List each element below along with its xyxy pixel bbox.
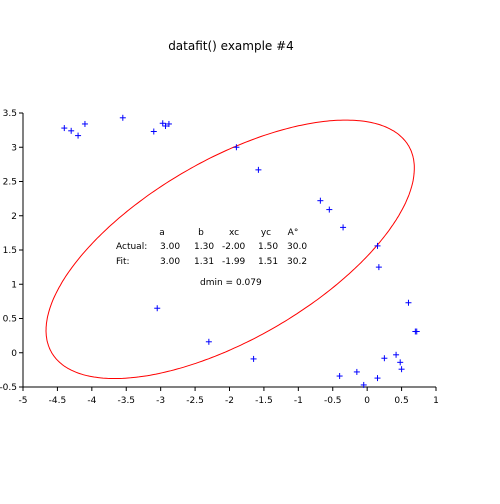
y-tick-label: -0.5 <box>0 383 17 393</box>
x-tick-label: -0.5 <box>324 396 342 406</box>
chart-title: datafit() example #4 <box>168 39 294 53</box>
row-actual-a: 3.00 <box>160 242 180 252</box>
row-actual-b: 1.30 <box>194 242 214 252</box>
row-actual-angle: 30.0 <box>287 242 307 252</box>
header-xc: xc <box>229 228 239 238</box>
fit-ellipse-curve <box>45 119 415 379</box>
data-point <box>340 224 347 231</box>
row-fit-xc: -1.99 <box>222 257 246 267</box>
x-tick-label: -2.5 <box>186 396 204 406</box>
y-tick-label: 1 <box>11 280 17 290</box>
x-tick-label: 1 <box>433 396 439 406</box>
data-point <box>81 120 88 127</box>
x-tick-label: -3 <box>156 396 165 406</box>
data-point <box>162 123 169 130</box>
x-tick-label: -2 <box>225 396 234 406</box>
data-point <box>150 128 157 135</box>
data-point <box>61 125 68 132</box>
y-tick-label: 3 <box>11 143 17 153</box>
data-point <box>154 305 161 312</box>
data-point <box>75 132 82 139</box>
dmin-note: dmin = 0.079 <box>200 278 262 288</box>
x-tick-label: -1 <box>294 396 303 406</box>
x-tick-label: -4 <box>87 396 96 406</box>
data-point <box>381 355 388 362</box>
data-points-layer <box>61 114 420 388</box>
row-fit-b: 1.31 <box>194 257 214 267</box>
x-tick-label: -5 <box>19 396 28 406</box>
data-point <box>353 368 360 375</box>
data-point <box>165 120 172 127</box>
fit-curve-layer <box>45 119 415 379</box>
row-actual-yc: 1.50 <box>258 242 278 252</box>
y-tick-label: 3.5 <box>3 109 17 119</box>
data-point <box>233 144 240 151</box>
y-tick-label: 0 <box>11 349 17 359</box>
x-tick-label: -1.5 <box>255 396 273 406</box>
data-point <box>360 381 367 388</box>
data-point <box>205 338 212 345</box>
data-point <box>255 166 262 173</box>
header-angle: A° <box>288 228 299 238</box>
data-point <box>159 120 166 127</box>
row-actual-xc: -2.00 <box>222 242 246 252</box>
row-fit-yc: 1.51 <box>258 257 278 267</box>
header-a: a <box>159 228 165 238</box>
x-tick-label: -4.5 <box>49 396 67 406</box>
data-point <box>374 242 381 249</box>
row-actual-label: Actual: <box>116 242 147 252</box>
header-yc: yc <box>261 228 271 238</box>
x-tick-label: 0 <box>364 396 370 406</box>
data-point <box>398 366 405 373</box>
y-tick-label: 2.5 <box>3 178 17 188</box>
data-point <box>326 206 333 213</box>
data-point <box>336 373 343 380</box>
row-fit-a: 3.00 <box>160 257 180 267</box>
axes: -5 -4.5 -4 -3.5 -3 -2.5 -2 -1.5 -1 -0.5 0 0.5 1 -0.5 0… <box>0 109 439 406</box>
data-point <box>317 197 324 204</box>
data-point <box>393 351 400 358</box>
y-tick-label: 0.5 <box>3 315 17 325</box>
data-point <box>250 355 257 362</box>
x-tick-label: 0.5 <box>394 396 408 406</box>
data-point <box>397 359 404 366</box>
annotation-table: a b xc yc A° Actual: 3.00 1.30 -2.00 1.5… <box>116 228 307 288</box>
data-point <box>413 328 420 335</box>
x-tick-label: -3.5 <box>117 396 135 406</box>
row-fit-label: Fit: <box>116 257 130 267</box>
row-fit-angle: 30.2 <box>287 257 307 267</box>
data-point <box>68 127 75 134</box>
data-point <box>405 299 412 306</box>
data-point <box>375 264 382 271</box>
y-tick-label: 1.5 <box>3 246 17 256</box>
data-point <box>374 375 381 382</box>
y-tick-label: 2 <box>11 212 17 222</box>
header-b: b <box>198 228 204 238</box>
data-point <box>119 114 126 121</box>
